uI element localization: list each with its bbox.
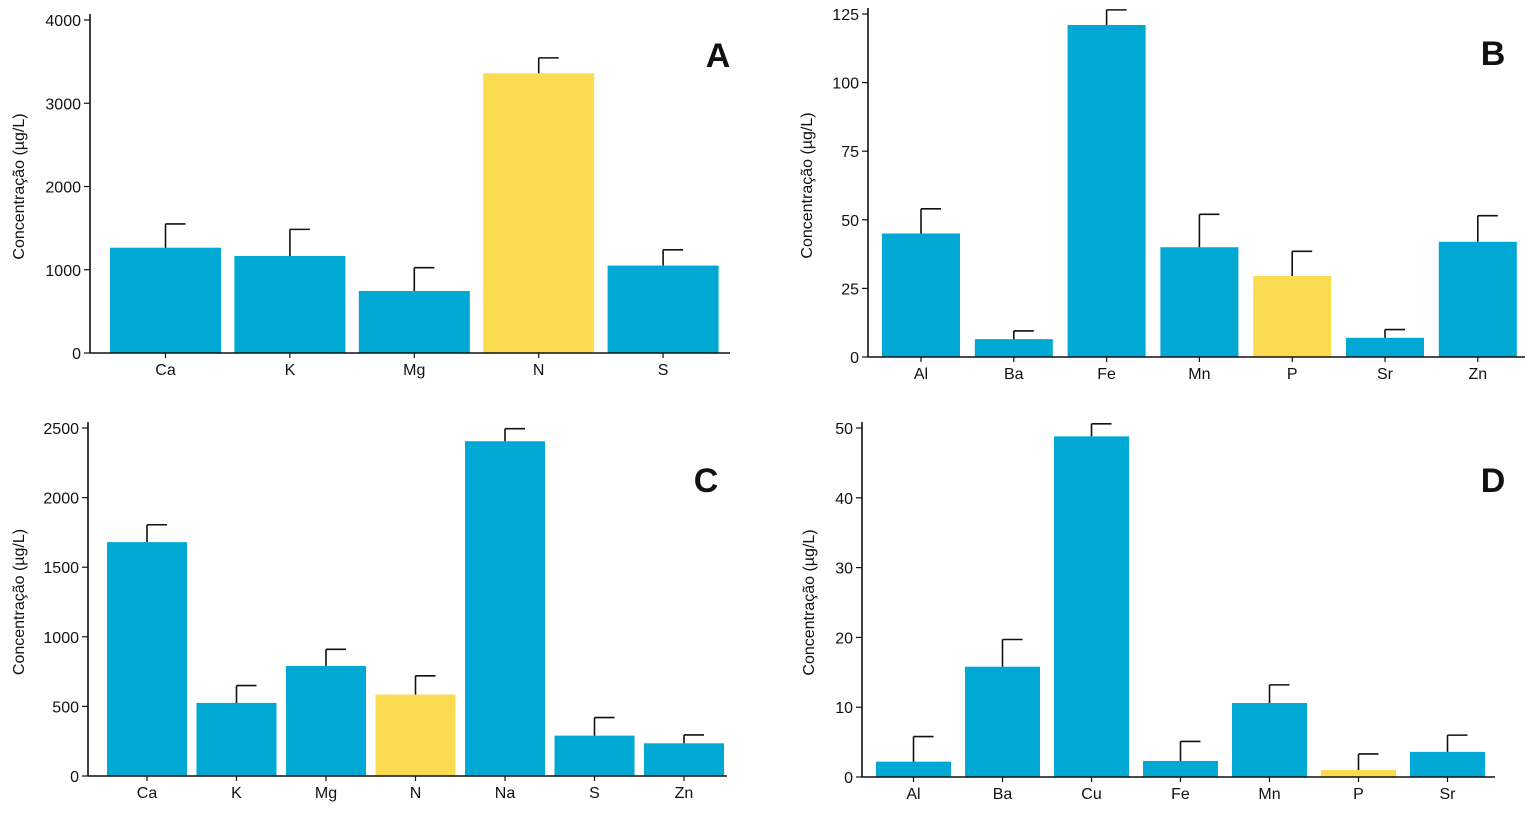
bar-al [876, 761, 951, 777]
bar-mg [358, 290, 470, 353]
y-tick-label: 20 [835, 630, 853, 647]
y-tick-label: 2000 [43, 491, 79, 508]
x-tick-label-k: K [285, 362, 296, 379]
x-tick-label-fe: Fe [1097, 366, 1116, 383]
y-axis-title: Concentração (µg/L) [801, 529, 818, 675]
bar-na [465, 441, 545, 776]
y-tick-label: 125 [832, 7, 859, 24]
y-tick-label: 500 [52, 699, 79, 716]
bar-k [196, 702, 277, 776]
y-tick-label: 50 [835, 421, 853, 438]
x-tick-label-mg: Mg [315, 785, 337, 802]
bar-sr [1346, 337, 1424, 357]
bar-mn [1232, 703, 1307, 777]
y-axis-title: Concentração (µg/L) [11, 113, 28, 259]
bar-p [1253, 276, 1332, 357]
y-axis-title: Concentração (µg/L) [799, 112, 816, 258]
bar-n [483, 73, 595, 353]
y-tick-label: 100 [832, 76, 859, 93]
y-tick-label: 40 [835, 491, 853, 508]
x-tick-label-s: S [589, 785, 600, 802]
bar-k [234, 256, 346, 353]
x-tick-label-sr: Sr [1377, 366, 1394, 383]
panel-label: A [706, 37, 731, 75]
x-tick-label-n: N [410, 785, 422, 802]
chart-panel-b: Al Ba Fe Mn P Sr Zn 0 25 50 75 100 125 Concentração (… [799, 7, 1525, 383]
y-tick-label: 50 [841, 213, 859, 230]
x-tick-label-p: P [1353, 786, 1364, 803]
y-tick-label: 0 [844, 770, 853, 787]
x-tick-label-zn: Zn [675, 785, 694, 802]
bar-ca [107, 542, 187, 776]
x-tick-label-zn: Zn [1468, 366, 1487, 383]
y-tick-label: 75 [841, 144, 859, 161]
y-tick-label: 1000 [43, 630, 79, 647]
chart-panel-d: Al Ba Cu Fe Mn P Sr 0 10 20 30 40 50 Concentração (µg… [801, 421, 1505, 803]
bar-mn [1160, 247, 1239, 357]
x-tick-label-mn: Mn [1258, 786, 1280, 803]
x-tick-label-n: N [533, 362, 545, 379]
y-tick-label: 30 [835, 561, 853, 578]
bar-fe [1143, 760, 1218, 777]
bar-fe [1067, 24, 1146, 357]
bar-ca [110, 247, 221, 353]
x-tick-label-al: Al [914, 366, 928, 383]
bar-s [607, 265, 719, 353]
chart-panel-a: Ca K Mg N S 0 1000 2000 3000 4000 Concentração (µg… [11, 13, 730, 379]
x-tick-label-mg: Mg [403, 362, 425, 379]
bar-s [554, 735, 635, 776]
bar-ba [965, 666, 1040, 777]
y-tick-label: 2000 [45, 180, 81, 197]
x-tick-label-al: Al [906, 786, 920, 803]
y-tick-label: 4000 [45, 13, 81, 30]
y-tick-label: 3000 [45, 96, 81, 113]
x-tick-label-mn: Mn [1188, 366, 1210, 383]
y-tick-label: 2500 [43, 421, 79, 438]
y-tick-label: 0 [70, 769, 79, 786]
chart-panel-c: Ca K Mg N Na S Zn 0 500 1000 1500 2000 2500 Concentra… [11, 421, 727, 802]
bar-cu [1054, 436, 1129, 777]
bar-zn [644, 743, 724, 776]
x-tick-label-fe: Fe [1171, 786, 1190, 803]
y-axis-title: Concentração (µg/L) [11, 529, 28, 675]
x-tick-label-sr: Sr [1440, 786, 1457, 803]
panel-label: D [1481, 462, 1506, 500]
y-tick-label: 10 [835, 700, 853, 717]
x-tick-label-k: K [231, 785, 242, 802]
bar-sr [1410, 751, 1485, 777]
x-tick-label-ba: Ba [1004, 366, 1024, 383]
x-tick-label-s: S [658, 362, 669, 379]
bar-mg [286, 666, 366, 776]
y-tick-label: 0 [72, 346, 81, 363]
x-tick-label-na: Na [495, 785, 516, 802]
x-tick-label-cu: Cu [1081, 786, 1101, 803]
panel-label: C [694, 462, 719, 500]
bar-p [1321, 770, 1396, 777]
x-tick-label-ca: Ca [137, 785, 158, 802]
bar-ba [974, 339, 1053, 357]
x-tick-label-ba: Ba [993, 786, 1013, 803]
bar-n [375, 694, 456, 776]
y-tick-label: 0 [850, 350, 859, 367]
bar-zn [1438, 241, 1517, 357]
y-tick-label: 25 [841, 281, 859, 298]
bar-al [882, 233, 960, 357]
panel-label: B [1481, 35, 1506, 73]
x-tick-label-p: P [1287, 366, 1298, 383]
y-tick-label: 1000 [45, 263, 81, 280]
y-tick-label: 1500 [43, 560, 79, 577]
x-tick-label-ca: Ca [155, 362, 176, 379]
